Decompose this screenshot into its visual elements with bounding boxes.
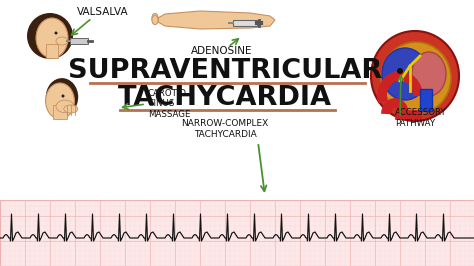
Ellipse shape xyxy=(371,31,459,121)
Polygon shape xyxy=(158,11,275,29)
Ellipse shape xyxy=(56,100,74,113)
Ellipse shape xyxy=(152,14,158,23)
Circle shape xyxy=(62,94,64,98)
Text: VALSALVA: VALSALVA xyxy=(77,7,129,17)
Text: ACCESSORY
PATHWAY: ACCESSORY PATHWAY xyxy=(395,108,447,128)
Text: CAROTID
SINUS
MASSAGE: CAROTID SINUS MASSAGE xyxy=(148,89,191,119)
Text: SUPRAVENTRICULAR: SUPRAVENTRICULAR xyxy=(68,58,382,84)
Text: ADENOSINE: ADENOSINE xyxy=(191,46,253,56)
Ellipse shape xyxy=(46,83,74,119)
Ellipse shape xyxy=(64,105,78,113)
Ellipse shape xyxy=(152,14,158,23)
Bar xyxy=(420,89,432,111)
Ellipse shape xyxy=(152,15,158,24)
Ellipse shape xyxy=(382,48,428,100)
Circle shape xyxy=(27,13,73,59)
Bar xyxy=(46,44,58,58)
Ellipse shape xyxy=(46,78,78,116)
Bar xyxy=(70,38,88,44)
Circle shape xyxy=(397,68,403,74)
Bar xyxy=(233,20,257,26)
Ellipse shape xyxy=(36,18,68,58)
Text: NARROW-COMPLEX
TACHYCARDIA: NARROW-COMPLEX TACHYCARDIA xyxy=(182,119,269,139)
Ellipse shape xyxy=(412,52,446,96)
Circle shape xyxy=(55,31,57,35)
Bar xyxy=(0,200,474,266)
Text: TACHYCARDIA: TACHYCARDIA xyxy=(118,85,332,111)
Bar xyxy=(53,105,67,119)
Ellipse shape xyxy=(152,15,158,24)
Ellipse shape xyxy=(56,37,68,45)
Ellipse shape xyxy=(381,42,451,114)
